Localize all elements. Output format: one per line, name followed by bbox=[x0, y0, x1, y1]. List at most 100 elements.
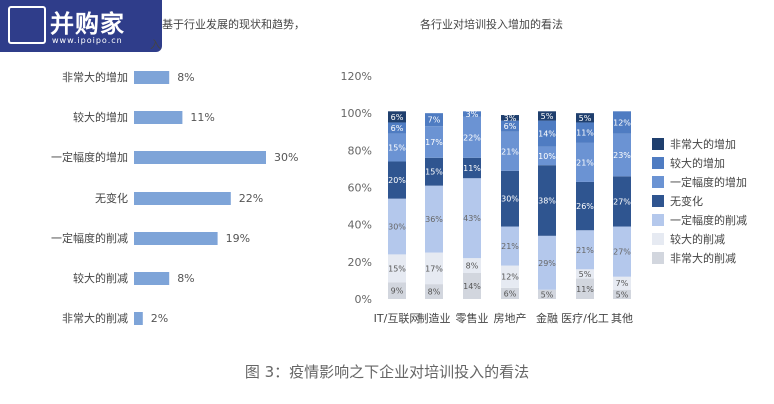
legend-label: 一定幅度的增加 bbox=[670, 175, 747, 189]
segment-value-label: 8% bbox=[428, 288, 441, 297]
left-value-label: 22% bbox=[239, 192, 263, 205]
segment-value-label: 3% bbox=[504, 114, 517, 123]
stack-segment bbox=[463, 157, 481, 179]
segment-value-label: 6% bbox=[391, 113, 404, 122]
segment-value-label: 17% bbox=[425, 138, 443, 147]
segment-value-label: 3% bbox=[466, 110, 479, 119]
legend-label: 非常大的削减 bbox=[670, 251, 736, 265]
left-category-label: 较大的削减 bbox=[73, 271, 128, 285]
left-value-label: 8% bbox=[177, 272, 194, 285]
left-bar bbox=[134, 151, 266, 164]
segment-value-label: 11% bbox=[576, 129, 594, 138]
segment-value-label: 9% bbox=[391, 287, 404, 296]
stack-segment bbox=[613, 289, 631, 299]
left-bar bbox=[134, 312, 143, 325]
left-value-label: 19% bbox=[226, 232, 250, 245]
stack-segment bbox=[388, 198, 406, 255]
left-bar bbox=[134, 232, 218, 245]
left-category-label: 较大的增加 bbox=[73, 110, 128, 124]
left-chart-title: 基于行业发展的现状和趋势， bbox=[162, 18, 305, 31]
stack-segment bbox=[538, 146, 556, 166]
stack-segment bbox=[613, 276, 631, 290]
stack-segment bbox=[538, 235, 556, 290]
stack-segment bbox=[425, 157, 443, 186]
segment-value-label: 5% bbox=[579, 114, 592, 123]
segment-value-label: 27% bbox=[613, 197, 631, 206]
stack-segment bbox=[463, 272, 481, 299]
legend-swatch bbox=[652, 195, 664, 207]
stack-segment bbox=[538, 289, 556, 299]
legend-label: 较大的削减 bbox=[670, 232, 725, 246]
segment-value-label: 23% bbox=[613, 151, 631, 160]
stack-segment bbox=[463, 258, 481, 273]
y-tick-label: 80% bbox=[348, 144, 372, 157]
x-category-label: IT/互联网 bbox=[374, 312, 421, 325]
segment-value-label: 11% bbox=[463, 164, 481, 173]
segment-value-label: 30% bbox=[501, 195, 519, 204]
stack-segment bbox=[501, 120, 519, 132]
left-value-label: 8% bbox=[177, 71, 194, 84]
x-category-label: 零售业 bbox=[456, 311, 489, 325]
stack-segment bbox=[463, 111, 481, 117]
segment-value-label: 21% bbox=[576, 246, 594, 255]
stack-segment bbox=[613, 111, 631, 134]
segment-value-label: 15% bbox=[388, 144, 406, 153]
segment-value-label: 27% bbox=[613, 248, 631, 257]
y-tick-label: 40% bbox=[348, 219, 372, 232]
segment-value-label: 17% bbox=[425, 264, 443, 273]
stack-segment bbox=[576, 269, 594, 279]
stack-segment bbox=[425, 252, 443, 285]
legend-swatch bbox=[652, 252, 664, 264]
stack-segment bbox=[538, 120, 556, 147]
stack-segment bbox=[576, 230, 594, 270]
stack-segment bbox=[388, 161, 406, 199]
segment-value-label: 38% bbox=[538, 197, 556, 206]
stack-segment bbox=[388, 122, 406, 134]
stack-segment bbox=[501, 115, 519, 121]
legend-label: 一定幅度的削减 bbox=[670, 213, 747, 227]
stack-segment bbox=[576, 113, 594, 123]
stack-segment bbox=[576, 181, 594, 231]
stack-segment bbox=[388, 254, 406, 283]
segment-value-label: 10% bbox=[538, 152, 556, 161]
left-value-label: 11% bbox=[190, 111, 214, 124]
segment-value-label: 11% bbox=[576, 285, 594, 294]
segment-value-label: 20% bbox=[388, 176, 406, 185]
stack-segment bbox=[613, 176, 631, 227]
x-category-label: 房地产 bbox=[494, 311, 527, 325]
left-category-label: 一定幅度的增加 bbox=[51, 150, 128, 164]
x-category-label: 制造业 bbox=[418, 311, 451, 325]
stack-segment bbox=[425, 185, 443, 253]
legend-label: 无变化 bbox=[670, 194, 703, 208]
segment-value-label: 8% bbox=[466, 262, 479, 271]
left-category-label: 非常大的增加 bbox=[62, 70, 128, 84]
segment-value-label: 5% bbox=[579, 270, 592, 279]
segment-value-label: 26% bbox=[576, 202, 594, 211]
left-chart-title-tail: 入 bbox=[150, 38, 161, 51]
logo: 并购家 www.ipoipo.cn bbox=[0, 0, 162, 52]
segment-value-label: 36% bbox=[425, 215, 443, 224]
segment-value-label: 5% bbox=[616, 290, 629, 299]
stack-segment bbox=[388, 111, 406, 123]
y-tick-label: 60% bbox=[348, 182, 372, 195]
stack-segment bbox=[613, 226, 631, 277]
legend-label: 非常大的增加 bbox=[670, 137, 736, 151]
left-category-label: 非常大的削减 bbox=[62, 311, 128, 325]
legend-swatch bbox=[652, 233, 664, 245]
left-bar bbox=[134, 71, 170, 84]
left-bar bbox=[134, 192, 231, 205]
left-value-label: 30% bbox=[274, 151, 298, 164]
stack-segment bbox=[425, 113, 443, 127]
segment-value-label: 14% bbox=[538, 130, 556, 139]
stack-segment bbox=[425, 284, 443, 299]
segment-value-label: 7% bbox=[616, 279, 629, 288]
y-tick-label: 100% bbox=[341, 107, 372, 120]
stack-segment bbox=[388, 133, 406, 162]
segment-value-label: 21% bbox=[501, 242, 519, 251]
stack-segment bbox=[501, 287, 519, 299]
stack-segment bbox=[576, 122, 594, 143]
segment-value-label: 12% bbox=[613, 118, 631, 127]
segment-value-label: 15% bbox=[388, 264, 406, 273]
